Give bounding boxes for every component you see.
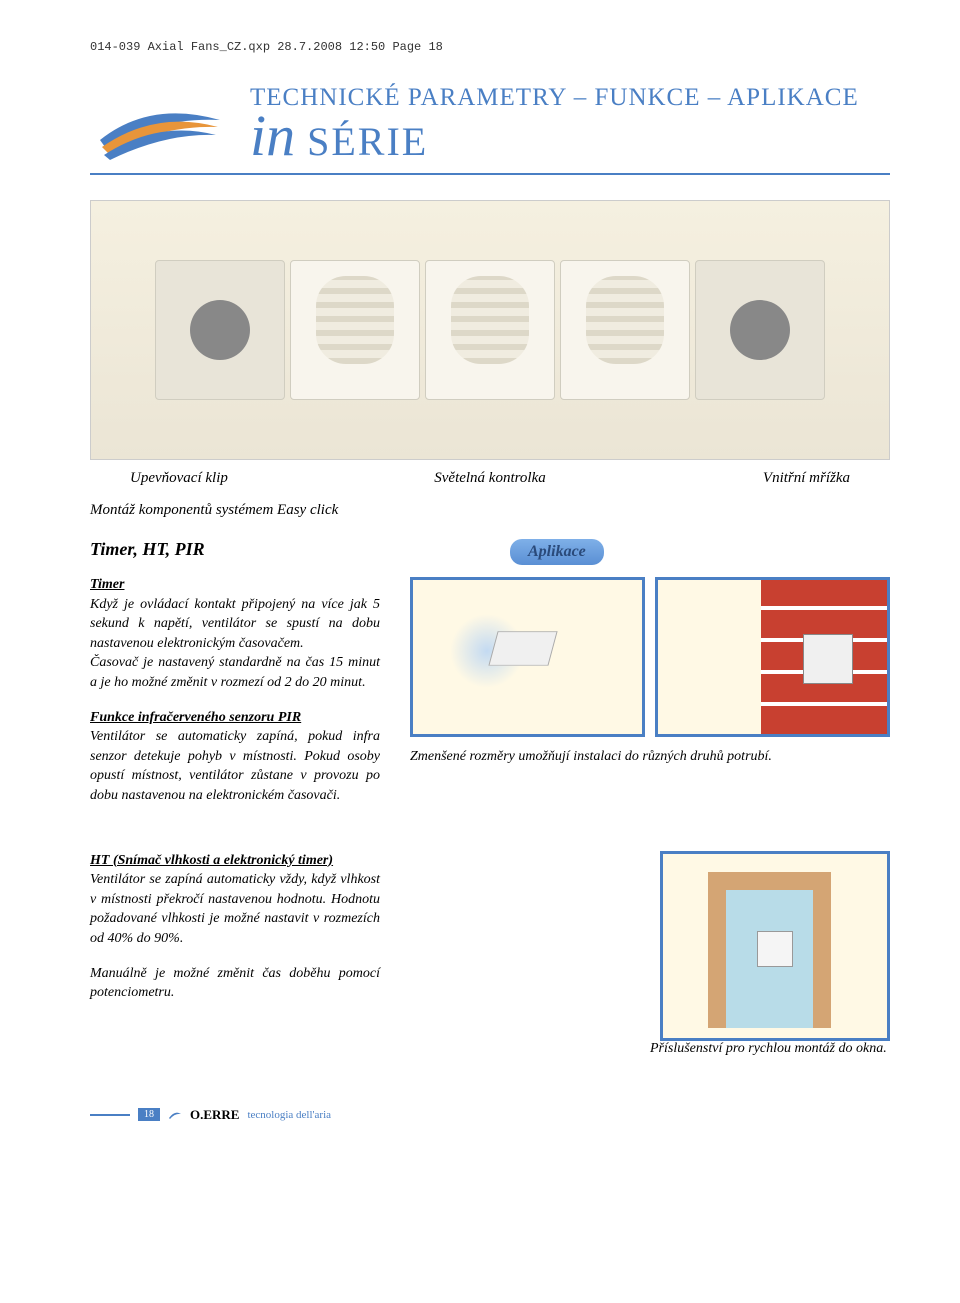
fan-closed-2 bbox=[425, 260, 555, 400]
window-install-illustration bbox=[660, 851, 890, 1041]
aplikace-badge: Aplikace bbox=[510, 539, 604, 565]
ht-paragraph: HT (Snímač vlhkosti a elektronický timer… bbox=[90, 851, 380, 949]
pir-text: Ventilátor se automaticky zapíná, pokud … bbox=[90, 729, 380, 803]
timer-text-2: Časovač je nastavený standardně na čas 1… bbox=[90, 655, 380, 690]
timer-ht-pir-heading: Timer, HT, PIR bbox=[90, 539, 380, 560]
header-block: TECHNICKÉ PARAMETRY – FUNKCE – APLIKACE … bbox=[90, 84, 890, 165]
callout-row: Upevňovací klip Světelná kontrolka Vnitř… bbox=[90, 470, 890, 487]
header-rule bbox=[90, 173, 890, 175]
fan-open-left bbox=[155, 260, 285, 400]
main-title: TECHNICKÉ PARAMETRY – FUNKCE – APLIKACE bbox=[250, 84, 890, 112]
install-caption: Zmenšené rozměry umožňují instalaci do r… bbox=[410, 749, 890, 765]
brand-swoosh-logo bbox=[90, 85, 230, 165]
ceiling-install-illustration bbox=[410, 577, 645, 737]
fan-open-right bbox=[695, 260, 825, 400]
serie-word: SÉRIE bbox=[307, 118, 428, 165]
wall-install-illustration bbox=[655, 577, 890, 737]
pir-paragraph: Funkce infračerveného senzoru PIR Ventil… bbox=[90, 708, 380, 806]
brand-tagline: tecnologia dell'aria bbox=[247, 1109, 331, 1121]
ht-text-1: Ventilátor se zapíná automaticky vždy, k… bbox=[90, 872, 380, 946]
in-script-word: in bbox=[250, 107, 295, 165]
easyclick-note: Montáž komponentů systémem Easy click bbox=[90, 502, 890, 519]
fan-closed-1 bbox=[290, 260, 420, 400]
timer-text-1: Když je ovládací kontakt připojený na ví… bbox=[90, 597, 380, 651]
callout-center: Světelná kontrolka bbox=[370, 470, 610, 487]
window-caption: Příslušenství pro rychlou montáž do okna… bbox=[650, 1041, 890, 1057]
timer-subhead: Timer bbox=[90, 577, 124, 592]
file-header: 014-039 Axial Fans_CZ.qxp 28.7.2008 12:5… bbox=[90, 40, 890, 54]
pir-subhead: Funkce infračerveného senzoru PIR bbox=[90, 710, 301, 725]
callout-right: Vnitřní mřížka bbox=[610, 470, 850, 487]
callout-left: Upevňovací klip bbox=[130, 470, 370, 487]
timer-paragraph: Timer Když je ovládací kontakt připojený… bbox=[90, 575, 380, 693]
page-footer: 18 O.ERRE tecnologia dell'aria bbox=[90, 1107, 890, 1123]
brand-name: O.ERRE bbox=[190, 1107, 239, 1123]
ht-subhead: HT (Snímač vlhkosti a elektronický timer… bbox=[90, 853, 333, 868]
ht-paragraph-2: Manuálně je možné změnit čas doběhu pomo… bbox=[90, 964, 380, 1003]
product-photo bbox=[90, 200, 890, 460]
page-number: 18 bbox=[138, 1108, 160, 1121]
footer-swoosh-icon bbox=[168, 1108, 182, 1122]
fan-closed-3 bbox=[560, 260, 690, 400]
